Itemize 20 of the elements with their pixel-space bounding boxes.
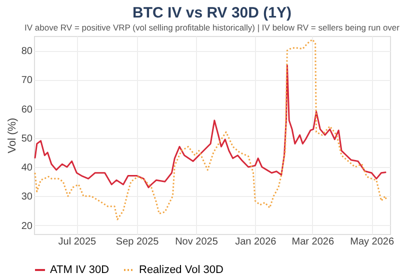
y-tick-label: 30 bbox=[21, 192, 33, 203]
x-tick-label: Jan 2026 bbox=[235, 236, 277, 248]
y-tick-label: 20 bbox=[21, 220, 33, 232]
y-tick-label: 70 bbox=[21, 75, 33, 86]
legend-label: Realized Vol 30D bbox=[139, 264, 224, 276]
chart-subtitle: IV above RV = positive VRP (vol selling profitable historically) | IV below RV = sellers being run over bbox=[24, 22, 400, 32]
y-axis-title: Vol (%) bbox=[6, 118, 18, 154]
x-tick-label: Jul 2025 bbox=[58, 236, 97, 248]
x-tick-label: Sep 2025 bbox=[116, 236, 160, 248]
y-tick-label: 60 bbox=[21, 104, 33, 116]
y-tick-label: 80 bbox=[21, 46, 33, 58]
x-tick-label: Nov 2025 bbox=[175, 236, 218, 248]
line-series bbox=[34, 64, 387, 188]
y-tick-label: 50 bbox=[21, 133, 33, 144]
line-series bbox=[34, 38, 387, 220]
chart-title: BTC IV vs RV 30D (1Y) bbox=[132, 4, 292, 22]
y-tick-label: 40 bbox=[21, 162, 33, 174]
legend-label: ATM IV 30D bbox=[50, 264, 110, 276]
x-tick-label: May 2026 bbox=[350, 236, 394, 248]
x-tick-label: Mar 2026 bbox=[292, 236, 334, 248]
